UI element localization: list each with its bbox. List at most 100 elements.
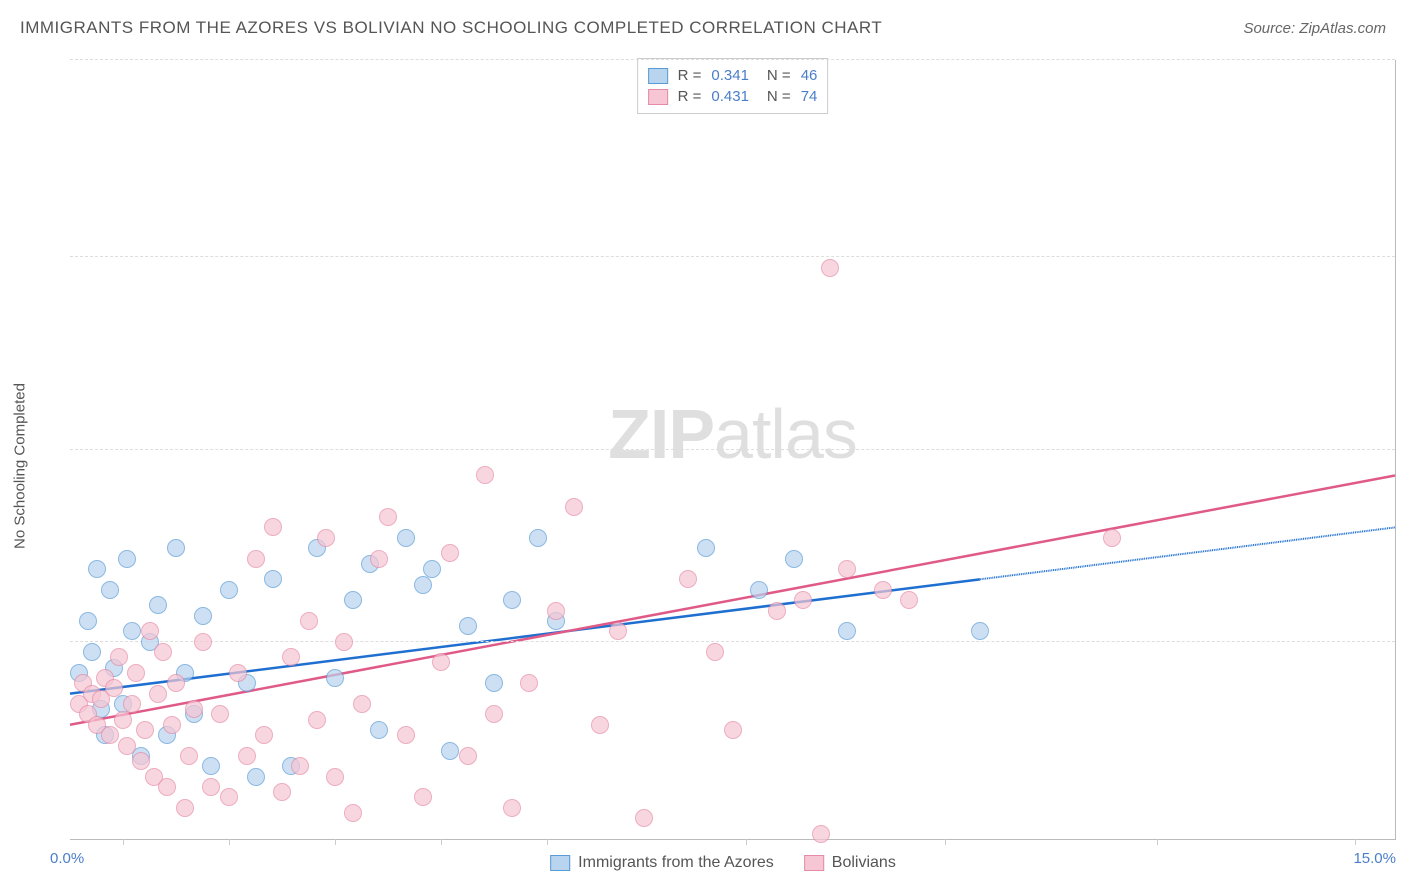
scatter-point [768,602,786,620]
scatter-point [167,539,185,557]
gridline-h [70,641,1395,642]
scatter-point [750,581,768,599]
xaxis-max-label: 15.0% [1353,850,1396,867]
scatter-point [591,716,609,734]
scatter-point [220,788,238,806]
xaxis-tick [441,839,442,845]
gridline-h [70,256,1395,257]
scatter-point [485,705,503,723]
scatter-point [724,721,742,739]
scatter-point [547,602,565,620]
scatter-point [194,633,212,651]
legend-stats-row: R = 0.341N = 46 [648,65,818,86]
scatter-point [414,576,432,594]
scatter-point [335,633,353,651]
scatter-point [202,778,220,796]
scatter-point [679,570,697,588]
chart-source: Source: ZipAtlas.com [1243,20,1386,37]
scatter-point [308,711,326,729]
scatter-point [485,674,503,692]
scatter-point [397,529,415,547]
scatter-point [167,674,185,692]
legend-stats: R = 0.341N = 46R = 0.431N = 74 [637,58,829,114]
scatter-point [264,518,282,536]
scatter-point [264,570,282,588]
scatter-point [874,581,892,599]
scatter-point [149,596,167,614]
scatter-point [609,622,627,640]
scatter-point [1103,529,1121,547]
scatter-point [503,591,521,609]
scatter-point [101,726,119,744]
gridline-h [70,59,1395,60]
xaxis-tick [1355,839,1356,845]
scatter-point [202,757,220,775]
scatter-point [317,529,335,547]
scatter-point [127,664,145,682]
scatter-point [900,591,918,609]
scatter-point [158,778,176,796]
scatter-point [79,612,97,630]
scatter-point [838,560,856,578]
scatter-point [697,539,715,557]
xaxis-min-label: 0.0% [50,850,84,867]
xaxis-tick [1157,839,1158,845]
scatter-point [101,581,119,599]
scatter-point [326,768,344,786]
scatter-point [529,529,547,547]
scatter-point [255,726,273,744]
legend-series: Immigrants from the AzoresBolivians [550,854,896,872]
legend-item: Immigrants from the Azores [550,854,774,872]
gridline-h [70,449,1395,450]
scatter-point [105,679,123,697]
scatter-point [211,705,229,723]
scatter-point [282,648,300,666]
scatter-point [110,648,128,666]
scatter-point [176,799,194,817]
scatter-point [154,643,172,661]
scatter-point [220,581,238,599]
scatter-point [344,591,362,609]
scatter-point [423,560,441,578]
scatter-point [476,466,494,484]
scatter-point [118,737,136,755]
scatter-point [149,685,167,703]
xaxis-tick [229,839,230,845]
scatter-point [344,804,362,822]
scatter-point [185,700,203,718]
chart-header: IMMIGRANTS FROM THE AZORES VS BOLIVIAN N… [20,18,1386,38]
scatter-point [635,809,653,827]
scatter-point [229,664,247,682]
scatter-point [794,591,812,609]
xaxis-tick [335,839,336,845]
scatter-point [118,550,136,568]
scatter-point [838,622,856,640]
scatter-point [300,612,318,630]
scatter-point [370,550,388,568]
xaxis-tick [547,839,548,845]
scatter-point [397,726,415,744]
scatter-point [88,560,106,578]
scatter-point [114,711,132,729]
chart-title: IMMIGRANTS FROM THE AZORES VS BOLIVIAN N… [20,18,882,38]
scatter-point [123,695,141,713]
xaxis-tick [945,839,946,845]
scatter-point [194,607,212,625]
scatter-point [414,788,432,806]
scatter-point [503,799,521,817]
scatter-point [326,669,344,687]
scatter-point [123,622,141,640]
scatter-point [459,747,477,765]
scatter-point [370,721,388,739]
scatter-point [459,617,477,635]
scatter-point [565,498,583,516]
scatter-point [441,544,459,562]
scatter-point [141,622,159,640]
scatter-point [180,747,198,765]
scatter-point [821,259,839,277]
legend-stats-row: R = 0.431N = 74 [648,86,818,107]
scatter-point [83,643,101,661]
scatter-point [441,742,459,760]
scatter-point [273,783,291,801]
xaxis-tick [746,839,747,845]
